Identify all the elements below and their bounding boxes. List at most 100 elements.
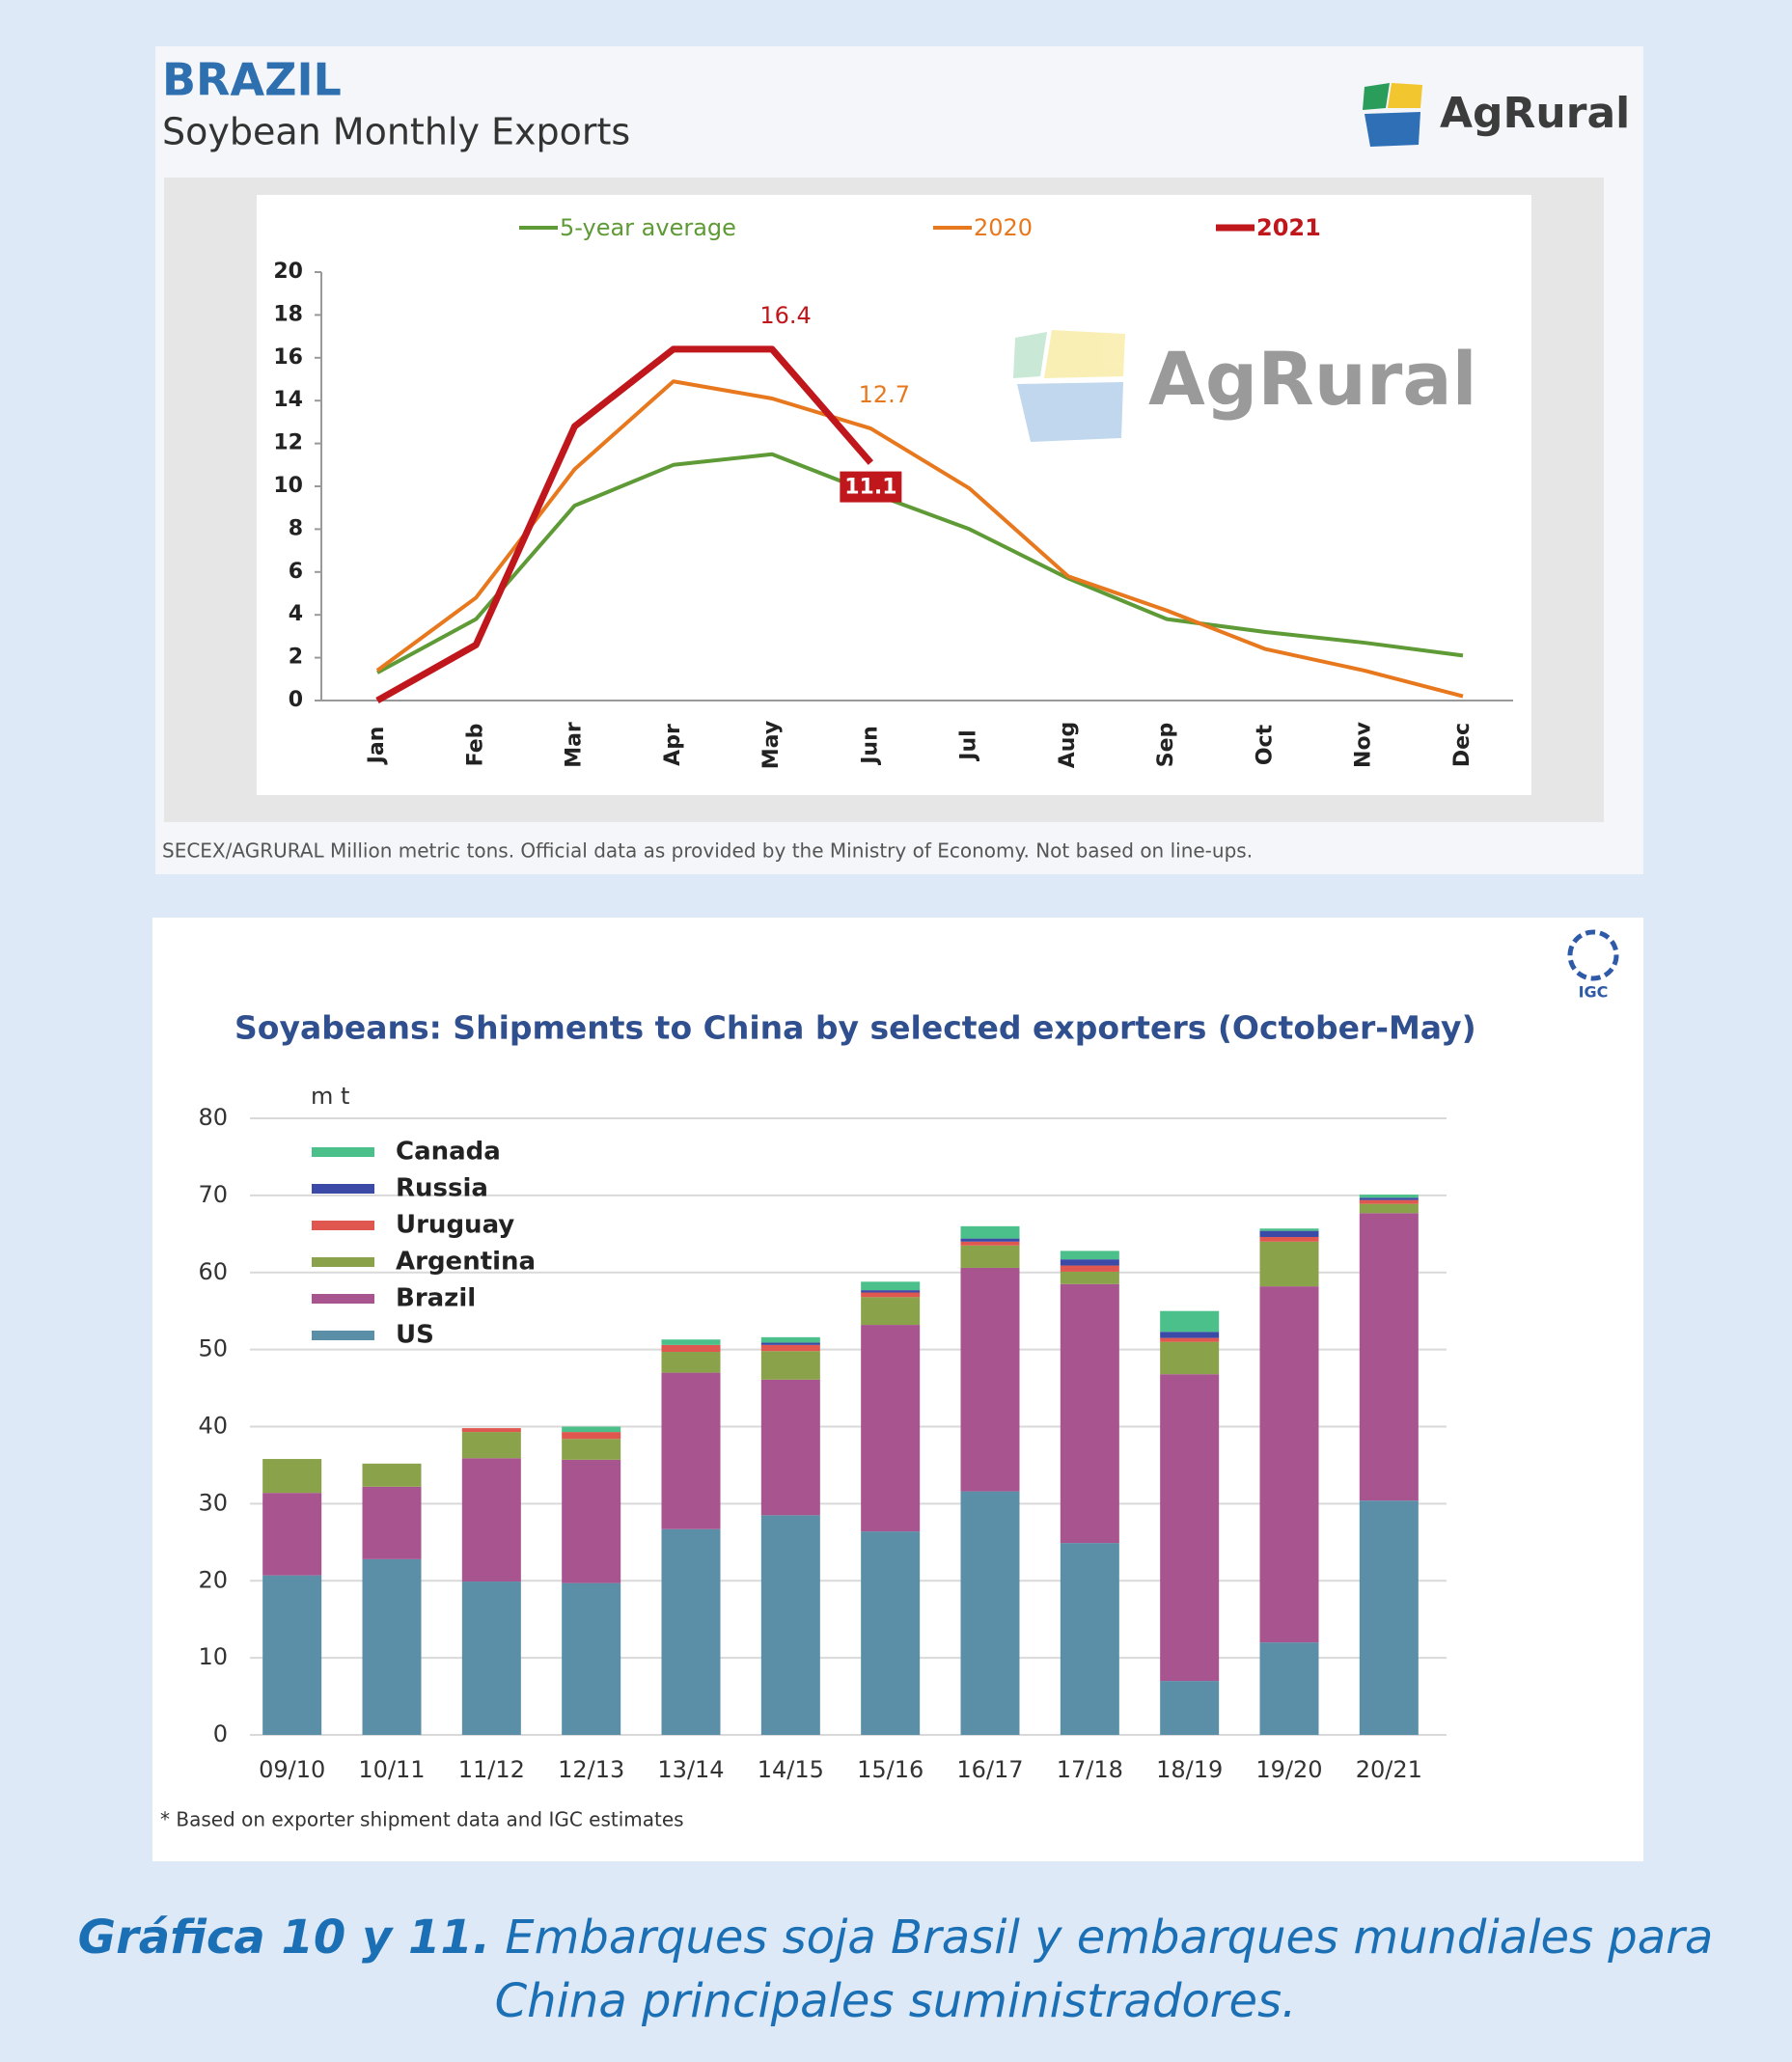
bar-segment xyxy=(562,1459,621,1583)
series-line xyxy=(375,379,1464,699)
brand: IGC xyxy=(1579,983,1609,1002)
y-tick-label: 10 xyxy=(273,474,303,498)
bar-segment xyxy=(461,1581,521,1735)
y-tick-label: 30 xyxy=(198,1489,228,1516)
brand: AgRural xyxy=(1440,89,1630,138)
legend-label: Argentina xyxy=(396,1248,536,1277)
x-tick-label: 12/13 xyxy=(558,1756,624,1783)
x-tick-label: 14/15 xyxy=(758,1756,824,1783)
legend-label: 2020 xyxy=(974,214,1033,241)
y-tick-label: 50 xyxy=(198,1335,228,1362)
bar-segment xyxy=(861,1325,921,1532)
source-note: SECEX/AGRURAL Million metric tons. Offic… xyxy=(162,839,1253,863)
x-tick-label: Jan xyxy=(365,727,389,766)
bar-segment xyxy=(262,1575,322,1735)
y-tick-label: 0 xyxy=(289,688,303,712)
bar-segment xyxy=(760,1336,820,1343)
legend-label: Canada xyxy=(396,1138,501,1167)
bar-segment xyxy=(1259,1241,1319,1287)
bar-segment xyxy=(362,1558,422,1735)
x-tick-label: Aug xyxy=(1056,722,1080,768)
x-tick-label: 19/20 xyxy=(1255,1756,1322,1783)
x-tick-label: Sep xyxy=(1154,723,1178,768)
bar-segment xyxy=(1160,1341,1220,1375)
bar-segment xyxy=(1060,1251,1119,1260)
legend-label: 5-year average xyxy=(560,214,736,241)
x-tick-label: Oct xyxy=(1253,724,1277,765)
bar-segment xyxy=(1060,1283,1119,1544)
bar-segment xyxy=(1359,1213,1419,1501)
bar-segment xyxy=(362,1463,422,1487)
bar-segment xyxy=(262,1459,322,1494)
y-tick-label: 2 xyxy=(289,646,303,670)
bar-segment xyxy=(1259,1286,1319,1643)
footnote: * Based on exporter shipment data and IG… xyxy=(160,1808,684,1831)
chart-title: BRAZIL xyxy=(162,54,342,106)
y-tick-label: 10 xyxy=(198,1643,228,1670)
data-label: 12.7 xyxy=(859,381,910,408)
bar-segment xyxy=(861,1292,921,1298)
bar-segment xyxy=(960,1238,1020,1242)
bar-segment xyxy=(1259,1237,1319,1242)
bar-segment xyxy=(1060,1543,1119,1735)
caption-text-cont: China principales suministradores. xyxy=(495,1974,1297,2028)
bar-segment xyxy=(960,1225,1020,1239)
legend-label: Brazil xyxy=(396,1284,476,1313)
y-tick-label: 40 xyxy=(198,1413,228,1440)
bar-segment xyxy=(661,1339,721,1345)
bar-segment xyxy=(562,1582,621,1735)
series-line xyxy=(375,345,874,704)
bar-segment xyxy=(861,1281,921,1291)
x-tick-label: 11/12 xyxy=(458,1756,525,1783)
y-tick-label: 14 xyxy=(273,388,303,412)
chart-title: Soyabeans: Shipments to China by selecte… xyxy=(234,1009,1476,1047)
bar-segment xyxy=(960,1267,1020,1492)
bar-segment xyxy=(1060,1265,1119,1272)
bar-segment xyxy=(861,1531,921,1735)
bar-segment xyxy=(262,1493,322,1576)
caption-text: Embarques soja Brasil y embarques mundia… xyxy=(505,1911,1713,1965)
x-tick-label: Nov xyxy=(1352,721,1376,768)
bar-segment xyxy=(960,1491,1020,1735)
bar-segment xyxy=(1359,1197,1419,1200)
chart-subtitle: Soybean Monthly Exports xyxy=(162,111,630,153)
legend-label: 2021 xyxy=(1256,214,1321,241)
bar-segment xyxy=(1359,1203,1419,1214)
bar-segment xyxy=(1060,1259,1119,1266)
bar-segment xyxy=(1160,1681,1220,1735)
bar-segment xyxy=(1259,1228,1319,1231)
bar-segment xyxy=(562,1426,621,1433)
bar-segment xyxy=(661,1352,721,1373)
y-unit: m t xyxy=(311,1083,349,1110)
x-tick-label: Jun xyxy=(858,726,882,766)
x-tick-label: Mar xyxy=(563,722,587,768)
bar-segment xyxy=(960,1245,1020,1268)
bar-segment xyxy=(1259,1230,1319,1238)
legend-label: Russia xyxy=(396,1174,488,1203)
igc-logo xyxy=(1567,929,1619,981)
bar-segment xyxy=(661,1344,721,1353)
bar-segment xyxy=(1060,1271,1119,1284)
bar-segment xyxy=(362,1486,422,1559)
y-tick-label: 80 xyxy=(198,1104,228,1131)
bar-segment xyxy=(1160,1332,1220,1338)
y-tick-label: 0 xyxy=(213,1720,228,1747)
bar-segment xyxy=(1259,1642,1319,1735)
bar-segment xyxy=(1160,1374,1220,1682)
bar-segment xyxy=(960,1241,1020,1246)
data-label: 16.4 xyxy=(759,302,811,329)
data-label: 11.1 xyxy=(844,476,896,500)
series-line xyxy=(376,452,1464,674)
x-tick-label: 15/16 xyxy=(857,1756,924,1783)
y-tick-label: 18 xyxy=(273,302,303,326)
x-tick-label: Feb xyxy=(463,724,487,767)
y-tick-label: 6 xyxy=(289,560,303,584)
brand-logo xyxy=(1363,83,1422,147)
bar-segment xyxy=(760,1342,820,1345)
bar-segment xyxy=(562,1432,621,1440)
bar-segment xyxy=(861,1290,921,1293)
x-tick-label: 18/19 xyxy=(1156,1756,1223,1783)
x-tick-label: 20/21 xyxy=(1356,1756,1422,1783)
